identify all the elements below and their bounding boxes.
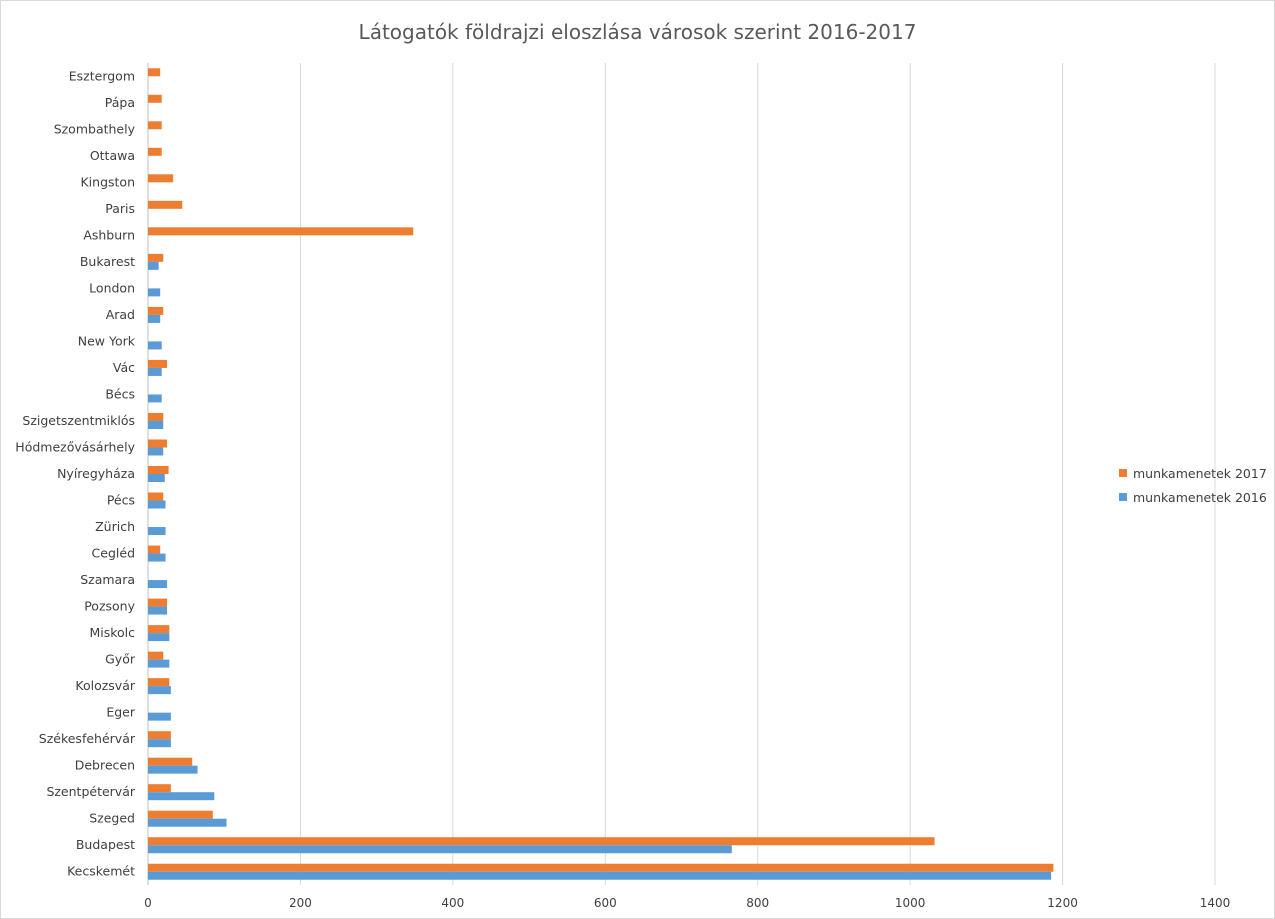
legend-item-2017: munkamenetek 2017: [1119, 461, 1267, 485]
bar-2016: [148, 845, 732, 854]
bar-2016: [148, 314, 161, 323]
y-category-label: New York: [78, 333, 136, 348]
bar-2016: [148, 341, 162, 350]
bar-2016: [148, 447, 164, 456]
y-category-label: Szamara: [80, 572, 135, 587]
chart-legend: munkamenetek 2017 munkamenetek 2016: [1119, 461, 1267, 509]
y-category-label: Kecskemét: [67, 864, 135, 879]
y-category-label: Kolozsvár: [75, 678, 135, 693]
y-category-label: Pápa: [105, 95, 135, 110]
bar-2017: [148, 810, 213, 819]
y-category-label: Székesfehérvár: [39, 731, 136, 746]
x-tick-label: 0: [144, 896, 152, 910]
bar-2016: [148, 633, 170, 642]
bar-2016: [148, 580, 168, 589]
y-category-label: Győr: [105, 652, 136, 667]
y-category-label: Szentpétervár: [46, 784, 135, 799]
bar-2017: [148, 651, 164, 660]
y-category-label: Pozsony: [84, 599, 135, 614]
y-category-label: London: [89, 280, 135, 295]
bar-2016: [148, 818, 227, 827]
bar-2016: [148, 765, 198, 774]
y-category-label: Eger: [106, 705, 136, 720]
bar-2016: [148, 606, 168, 615]
y-category-label: Kingston: [80, 174, 135, 189]
bar-2017: [148, 359, 168, 368]
y-category-label: Miskolc: [89, 625, 135, 640]
bar-2017: [148, 545, 161, 554]
legend-label-2017: munkamenetek 2017: [1133, 465, 1267, 481]
y-category-label: Nyíregyháza: [57, 466, 135, 481]
bar-2016: [148, 712, 171, 721]
bar-2016: [148, 500, 166, 509]
bar-2016: [148, 474, 165, 482]
legend-swatch-2016: [1119, 493, 1127, 501]
chart-title: Látogatók földrajzi eloszlása városok sz…: [358, 20, 917, 44]
legend-item-2016: munkamenetek 2016: [1119, 485, 1267, 509]
bar-2017: [148, 200, 183, 209]
x-tick-label: 1000: [895, 896, 926, 910]
y-category-label: Szombathely: [54, 121, 136, 136]
bar-2017: [148, 174, 174, 183]
bar-2017: [148, 68, 161, 77]
x-tick-label: 1400: [1200, 896, 1231, 910]
bar-2017: [148, 492, 164, 501]
bar-2017: [148, 837, 935, 846]
y-category-label: Zürich: [95, 519, 135, 534]
bar-2017: [148, 625, 170, 634]
x-tick-label: 1200: [1047, 896, 1078, 910]
bar-2017: [148, 227, 414, 236]
bar-2016: [148, 871, 1052, 880]
bar-2016: [148, 367, 162, 376]
y-category-label: Bukarest: [80, 254, 135, 269]
bar-2017: [148, 253, 164, 262]
bar-2016: [148, 261, 159, 270]
bar-2016: [148, 686, 171, 695]
x-tick-label: 200: [289, 896, 312, 910]
y-category-label: Szeged: [89, 811, 135, 826]
bar-2017: [148, 147, 162, 156]
y-category-label: Cegléd: [92, 546, 135, 561]
bar-2017: [148, 412, 164, 421]
y-category-label: Ottawa: [90, 148, 135, 163]
y-category-label: Vác: [113, 360, 135, 375]
y-category-label: Hódmezővásárhely: [15, 439, 135, 454]
x-tick-label: 400: [441, 896, 464, 910]
bar-2017: [148, 466, 169, 474]
bar-2017: [148, 306, 164, 315]
x-tick-label: 800: [746, 896, 769, 910]
y-category-label: Pécs: [107, 493, 135, 508]
bar-2016: [148, 394, 162, 403]
bar-2017: [148, 757, 193, 766]
bar-2016: [148, 553, 166, 562]
y-category-label: Paris: [105, 201, 135, 216]
bar-2016: [148, 792, 215, 801]
bar-2017: [148, 121, 162, 130]
bar-2016: [148, 659, 170, 668]
bar-2017: [148, 94, 162, 103]
bar-2017: [148, 731, 171, 740]
y-category-label: Esztergom: [69, 68, 135, 83]
legend-swatch-2017: [1119, 469, 1127, 477]
bar-2016: [148, 739, 171, 748]
bar-2017: [148, 863, 1054, 872]
y-category-label: Szigetszentmiklós: [22, 413, 135, 428]
bar-2016: [148, 288, 161, 297]
bar-2017: [148, 678, 170, 687]
legend-label-2016: munkamenetek 2016: [1133, 489, 1267, 505]
y-category-label: Budapest: [76, 837, 135, 852]
y-category-label: Arad: [106, 307, 135, 322]
y-category-label: Debrecen: [75, 758, 135, 773]
bar-2016: [148, 420, 164, 429]
y-category-label: Ashburn: [83, 227, 135, 242]
bar-2017: [148, 598, 168, 607]
y-category-label: Bécs: [105, 386, 135, 401]
x-tick-label: 600: [594, 896, 617, 910]
bar-2016: [148, 527, 166, 536]
bar-2017: [148, 439, 168, 448]
bar-2017: [148, 784, 171, 793]
